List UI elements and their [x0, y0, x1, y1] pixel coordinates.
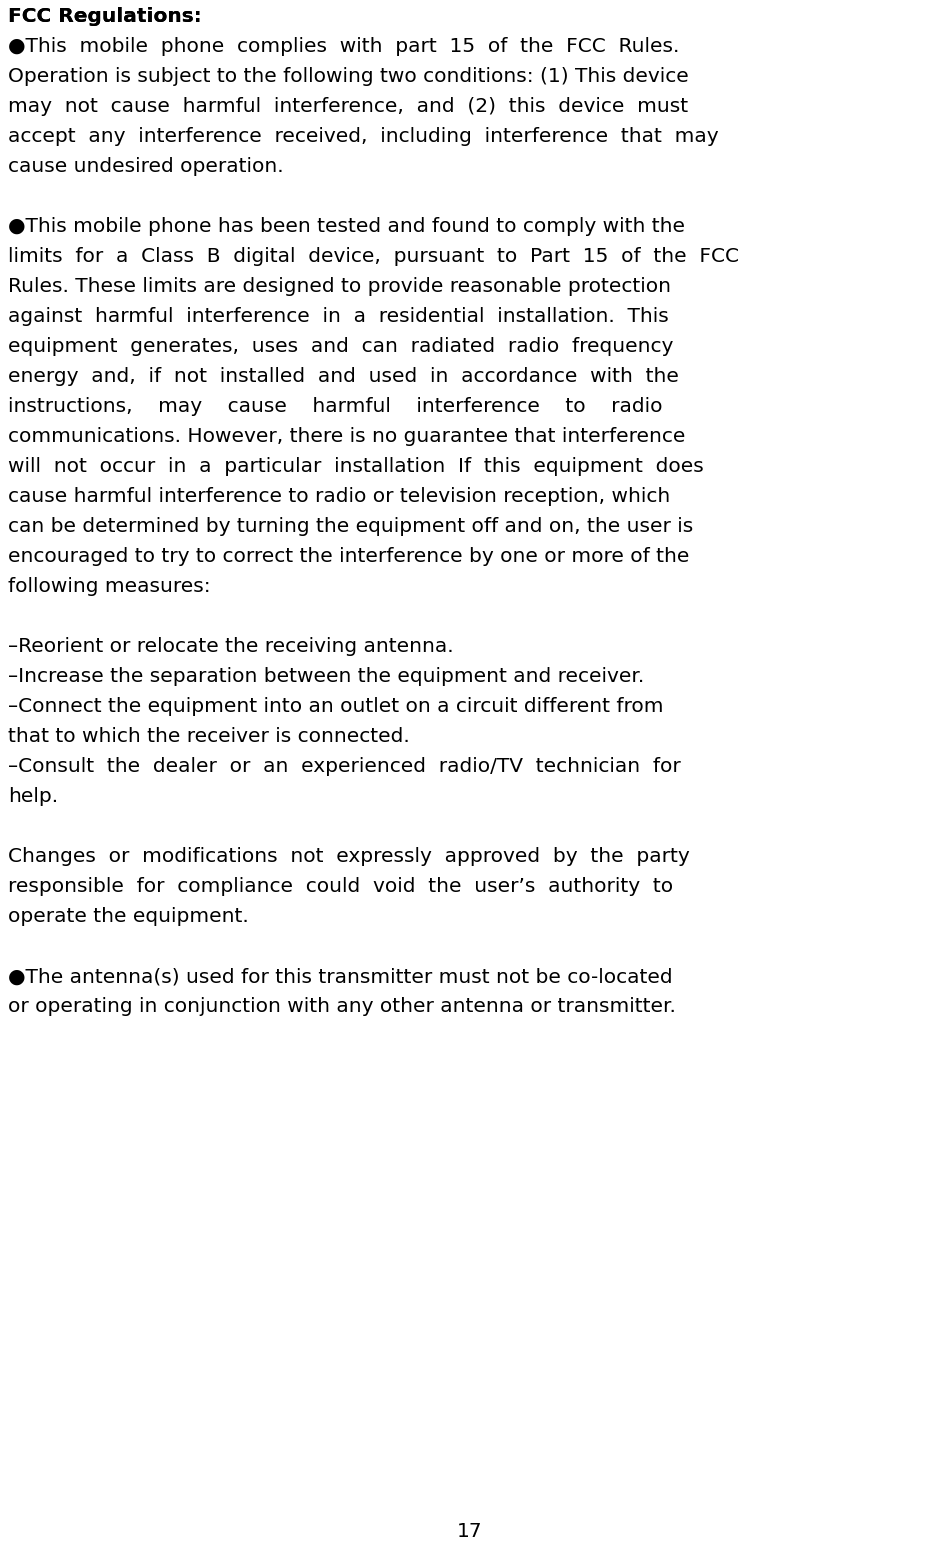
Text: encouraged to try to correct the interference by one or more of the: encouraged to try to correct the interfe… [8, 547, 689, 566]
Text: can be determined by turning the equipment off and on, the user is: can be determined by turning the equipme… [8, 518, 694, 536]
Text: ●The antenna(s) used for this transmitter must not be co-located: ●The antenna(s) used for this transmitte… [8, 967, 673, 986]
Text: instructions,    may    cause    harmful    interference    to    radio: instructions, may cause harmful interfer… [8, 398, 663, 417]
Text: limits  for  a  Class  B  digital  device,  pursuant  to  Part  15  of  the  FCC: limits for a Class B digital device, pur… [8, 247, 739, 266]
Text: ●This  mobile  phone  complies  with  part  15  of  the  FCC  Rules.: ●This mobile phone complies with part 15… [8, 37, 680, 56]
Text: operate the equipment.: operate the equipment. [8, 908, 249, 927]
Text: accept  any  interference  received,  including  interference  that  may: accept any interference received, includ… [8, 128, 718, 146]
Text: –Connect the equipment into an outlet on a circuit different from: –Connect the equipment into an outlet on… [8, 698, 664, 717]
Text: may  not  cause  harmful  interference,  and  (2)  this  device  must: may not cause harmful interference, and … [8, 98, 688, 117]
Text: Operation is subject to the following two conditions: (1) This device: Operation is subject to the following tw… [8, 67, 689, 87]
Text: or operating in conjunction with any other antenna or transmitter.: or operating in conjunction with any oth… [8, 997, 676, 1017]
Text: –Reorient or relocate the receiving antenna.: –Reorient or relocate the receiving ante… [8, 638, 454, 656]
Text: equipment  generates,  uses  and  can  radiated  radio  frequency: equipment generates, uses and can radiat… [8, 337, 673, 356]
Text: –Consult  the  dealer  or  an  experienced  radio/TV  technician  for: –Consult the dealer or an experienced ra… [8, 757, 681, 776]
Text: cause harmful interference to radio or television reception, which: cause harmful interference to radio or t… [8, 488, 670, 507]
Text: energy  and,  if  not  installed  and  used  in  accordance  with  the: energy and, if not installed and used in… [8, 367, 679, 387]
Text: following measures:: following measures: [8, 577, 211, 597]
Text: cause undesired operation.: cause undesired operation. [8, 157, 284, 177]
Text: against  harmful  interference  in  a  residential  installation.  This: against harmful interference in a reside… [8, 308, 668, 327]
Text: FCC Regulations: FCC Regulations [8, 8, 194, 26]
Text: Rules. These limits are designed to provide reasonable protection: Rules. These limits are designed to prov… [8, 277, 671, 297]
Text: will  not  occur  in  a  particular  installation  If  this  equipment  does: will not occur in a particular installat… [8, 457, 704, 476]
Text: responsible  for  compliance  could  void  the  user’s  authority  to: responsible for compliance could void th… [8, 877, 673, 897]
Text: communications. However, there is no guarantee that interference: communications. However, there is no gua… [8, 428, 685, 446]
Text: ●This mobile phone has been tested and found to comply with the: ●This mobile phone has been tested and f… [8, 218, 685, 236]
Text: FCC Regulations:: FCC Regulations: [8, 8, 202, 26]
Text: –Increase the separation between the equipment and receiver.: –Increase the separation between the equ… [8, 667, 644, 686]
Text: Changes  or  modifications  not  expressly  approved  by  the  party: Changes or modifications not expressly a… [8, 847, 690, 866]
Text: 17: 17 [457, 1522, 483, 1541]
Text: that to which the receiver is connected.: that to which the receiver is connected. [8, 728, 410, 746]
Text: help.: help. [8, 787, 58, 807]
